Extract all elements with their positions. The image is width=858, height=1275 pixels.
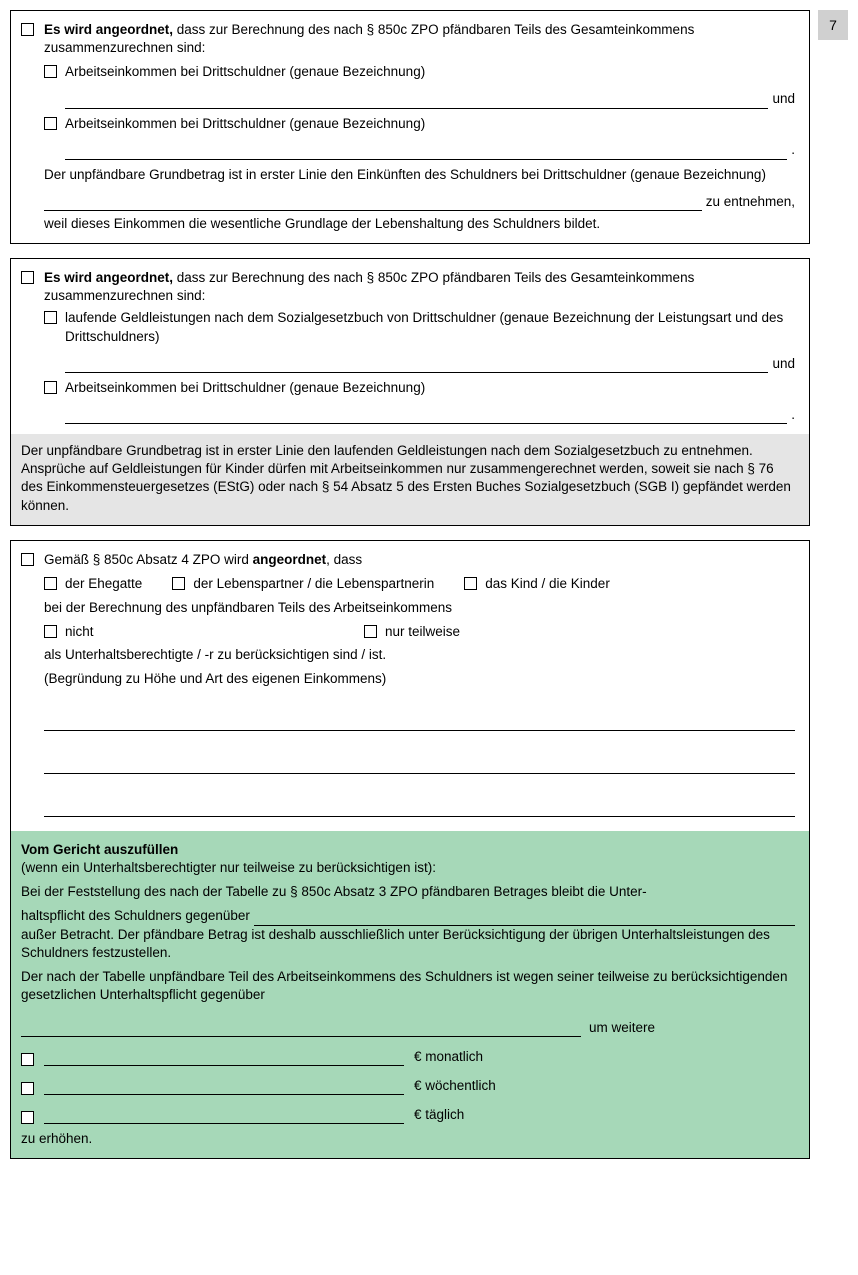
checkbox-box2-item-b[interactable] bbox=[44, 381, 57, 394]
text-zu-entnehmen: zu entnehmen, bbox=[702, 193, 795, 211]
input-line[interactable] bbox=[254, 909, 795, 925]
box2-gray-note: Der unpfändbare Grundbetrag ist in erste… bbox=[11, 434, 809, 525]
checkbox-box2-main[interactable] bbox=[21, 271, 34, 284]
input-line[interactable] bbox=[44, 798, 795, 817]
box1-item-a: Arbeitseinkommen bei Drittschuldner (gen… bbox=[65, 64, 425, 79]
checkbox-box1-item-b[interactable] bbox=[44, 117, 57, 130]
green-sub: (wenn ein Unterhaltsberechtigter nur tei… bbox=[21, 859, 795, 877]
checkbox-teilweise[interactable] bbox=[364, 625, 377, 638]
input-line[interactable] bbox=[65, 354, 768, 373]
page-number: 7 bbox=[829, 16, 837, 35]
box3-line4: (Begründung zu Höhe und Art des eigenen … bbox=[44, 670, 795, 688]
box3-lead-b: , dass bbox=[326, 552, 362, 567]
input-line[interactable] bbox=[21, 1018, 581, 1037]
opt-lebenspartner: der Lebenspartner / die Lebenspartnerin bbox=[193, 575, 434, 593]
box3-lead-bold: angeordnet bbox=[253, 552, 327, 567]
text-und: und bbox=[768, 90, 795, 108]
input-line[interactable] bbox=[65, 90, 768, 109]
box2-gray-text: Der unpfändbare Grundbetrag ist in erste… bbox=[21, 443, 791, 513]
green-p1b: haltspflicht des Schuldners gegenüber bbox=[21, 907, 250, 925]
box2-lead-bold: Es wird angeordnet, bbox=[44, 270, 173, 285]
input-line[interactable] bbox=[44, 755, 795, 774]
opt-kind: das Kind / die Kinder bbox=[485, 575, 610, 593]
checkbox-kind[interactable] bbox=[464, 577, 477, 590]
box1-para2: Der unpfändbare Grundbetrag ist in erste… bbox=[44, 166, 795, 184]
checkbox-woechentlich[interactable] bbox=[21, 1082, 34, 1095]
opt-ehegatte: der Ehegatte bbox=[65, 575, 142, 593]
label-woechentlich: € wöchentlich bbox=[414, 1077, 496, 1095]
text-und: und bbox=[768, 355, 795, 373]
checkbox-taeglich[interactable] bbox=[21, 1111, 34, 1124]
box1-item-b: Arbeitseinkommen bei Drittschuldner (gen… bbox=[65, 116, 425, 131]
label-monatlich: € monatlich bbox=[414, 1048, 483, 1066]
text-um-weitere: um weitere bbox=[581, 1019, 655, 1037]
box1-para3: weil dieses Einkommen die wesentliche Gr… bbox=[44, 215, 795, 233]
green-p2: außer Betracht. Der pfändbare Betrag ist… bbox=[21, 926, 795, 962]
green-final: zu erhöhen. bbox=[21, 1130, 795, 1148]
checkbox-nicht[interactable] bbox=[44, 625, 57, 638]
green-p1a: Bei der Feststellung des nach der Tabell… bbox=[21, 883, 795, 901]
checkbox-ehegatte[interactable] bbox=[44, 577, 57, 590]
input-line[interactable] bbox=[44, 712, 795, 731]
section-box-2: Es wird angeordnet, dass zur Berechnung … bbox=[10, 258, 810, 526]
input-amount-taeglich[interactable] bbox=[44, 1105, 404, 1124]
label-taeglich: € täglich bbox=[414, 1106, 464, 1124]
box3-lead-a: Gemäß § 850c Absatz 4 ZPO wird bbox=[44, 552, 253, 567]
court-fill-section: Vom Gericht auszufüllen (wenn ein Unterh… bbox=[11, 831, 809, 1159]
page-number-badge: 7 bbox=[818, 10, 848, 40]
checkbox-monatlich[interactable] bbox=[21, 1053, 34, 1066]
green-p3: Der nach der Tabelle unpfändbare Teil de… bbox=[21, 968, 795, 1004]
checkbox-box1-main[interactable] bbox=[21, 23, 34, 36]
checkbox-lebenspartner[interactable] bbox=[172, 577, 185, 590]
green-title: Vom Gericht auszufüllen bbox=[21, 841, 795, 859]
section-box-1: Es wird angeordnet, dass zur Berechnung … bbox=[10, 10, 810, 244]
section-box-3: Gemäß § 850c Absatz 4 ZPO wird angeordne… bbox=[10, 540, 810, 1160]
checkbox-box3-main[interactable] bbox=[21, 553, 34, 566]
checkbox-box2-item-a[interactable] bbox=[44, 311, 57, 324]
input-line[interactable] bbox=[65, 141, 787, 160]
box3-line2: bei der Berechnung des unpfändbaren Teil… bbox=[44, 599, 795, 617]
box3-line3: als Unterhaltsberechtigte / -r zu berück… bbox=[44, 646, 795, 664]
input-line[interactable] bbox=[44, 192, 702, 211]
box1-lead-bold: Es wird angeordnet, bbox=[44, 22, 173, 37]
opt-nicht: nicht bbox=[65, 623, 94, 641]
checkbox-box1-item-a[interactable] bbox=[44, 65, 57, 78]
text-period: . bbox=[787, 141, 795, 159]
opt-teilweise: nur teilweise bbox=[385, 623, 460, 641]
input-amount-woechentlich[interactable] bbox=[44, 1076, 404, 1095]
input-line[interactable] bbox=[65, 405, 787, 424]
box2-item-a: laufende Geldleistungen nach dem Sozialg… bbox=[65, 310, 783, 343]
text-period: . bbox=[787, 406, 795, 424]
box2-item-b: Arbeitseinkommen bei Drittschuldner (gen… bbox=[65, 380, 425, 395]
input-amount-monatlich[interactable] bbox=[44, 1047, 404, 1066]
